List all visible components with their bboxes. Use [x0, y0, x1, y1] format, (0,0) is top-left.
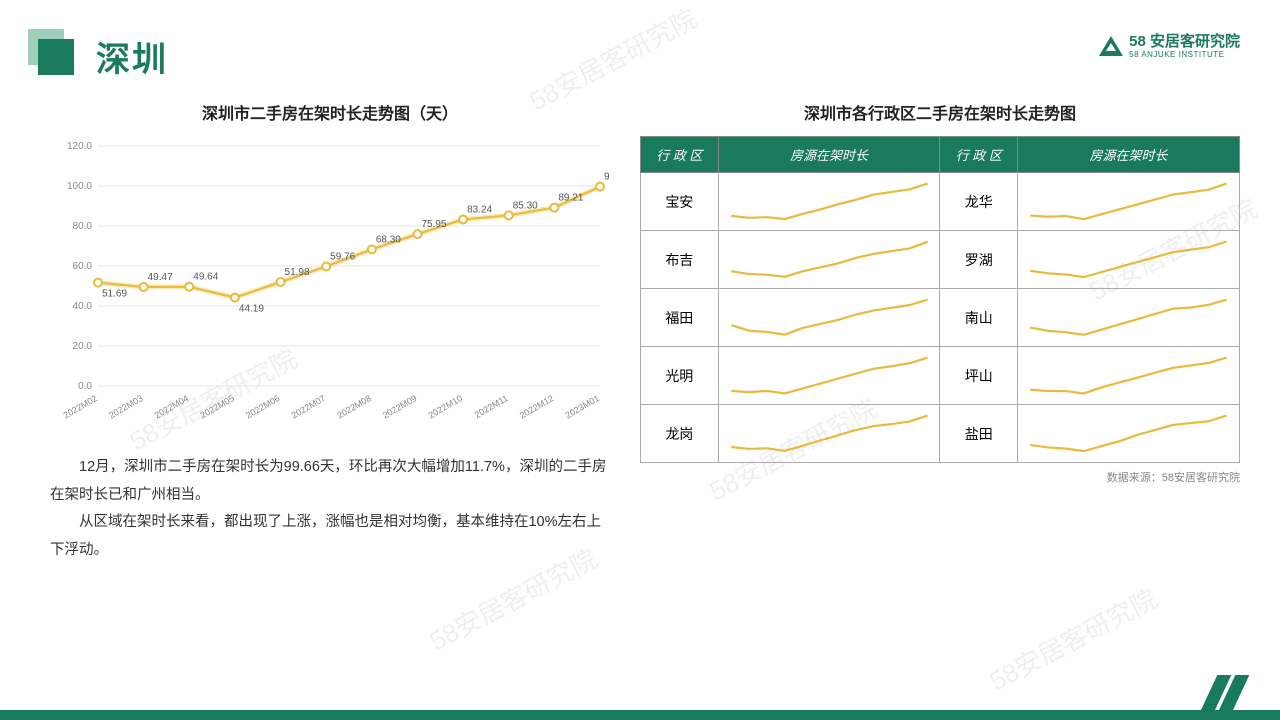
page-title-bar: 深圳: [38, 32, 168, 81]
svg-text:49.64: 49.64: [193, 272, 218, 283]
svg-text:2022M05: 2022M05: [198, 393, 236, 420]
sparkline-cell: [718, 231, 940, 289]
district-name: 光明: [641, 347, 719, 405]
line-chart: 0.0 20.0 40.0 60.0 80.0 100.0 120.0 2022M02 2022…: [50, 136, 610, 436]
footer-bar: [0, 710, 1280, 720]
district-name: 龙岗: [641, 405, 719, 463]
district-name: 龙华: [940, 173, 1018, 231]
svg-text:51.98: 51.98: [285, 267, 310, 278]
table-title: 深圳市各行政区二手房在架时长走势图: [640, 100, 1240, 124]
svg-text:20.0: 20.0: [73, 341, 93, 352]
district-name: 坪山: [940, 347, 1018, 405]
chart-title: 深圳市二手房在架时长走势图（天）: [50, 100, 610, 124]
svg-text:2022M10: 2022M10: [427, 393, 465, 420]
svg-text:60.0: 60.0: [73, 261, 93, 272]
watermark: 58安居客研究院: [982, 579, 1163, 698]
svg-text:83.24: 83.24: [467, 205, 492, 216]
svg-text:75.95: 75.95: [421, 219, 446, 230]
district-name: 盐田: [940, 405, 1018, 463]
svg-text:2022M04: 2022M04: [153, 393, 191, 420]
svg-text:89.21: 89.21: [558, 193, 583, 204]
svg-text:68.30: 68.30: [376, 234, 401, 245]
paragraph-2: 从区域在架时长来看，都出现了上涨，涨幅也是相对均衡，基本维持在10%左右上下浮动…: [50, 509, 610, 564]
table-row: 福田 南山: [641, 289, 1240, 347]
svg-text:85.30: 85.30: [513, 200, 538, 211]
sparkline-cell: [1018, 231, 1240, 289]
svg-text:2022M11: 2022M11: [473, 393, 510, 420]
page-title: 深圳: [96, 32, 168, 81]
svg-text:49.47: 49.47: [148, 272, 173, 283]
sparkline-cell: [1018, 173, 1240, 231]
logo-triangle-icon: [1099, 36, 1123, 56]
table-col-trend: 房源在架时长: [718, 137, 940, 173]
svg-text:99.66: 99.66: [604, 172, 610, 183]
table-col-trend: 房源在架时长: [1018, 137, 1240, 173]
title-square-icon: [38, 39, 74, 75]
svg-text:2023M01: 2023M01: [563, 393, 601, 420]
district-name: 罗湖: [940, 231, 1018, 289]
sparkline-cell: [718, 173, 940, 231]
svg-text:80.0: 80.0: [73, 221, 93, 232]
paragraph-1: 12月，深圳市二手房在架时长为99.66天，环比再次大幅增加11.7%，深圳的二…: [50, 454, 610, 509]
svg-text:2022M12: 2022M12: [518, 393, 556, 420]
logo-sub-text: 58 ANJUKE INSTITUTE: [1129, 50, 1240, 59]
sparkline-cell: [1018, 405, 1240, 463]
data-source: 数据来源：58安居客研究院: [640, 469, 1240, 485]
svg-text:2022M06: 2022M06: [244, 393, 282, 420]
sparkline-cell: [718, 347, 940, 405]
logo-main-text: 58 安居客研究院: [1129, 34, 1240, 50]
district-name: 宝安: [641, 173, 719, 231]
svg-text:59.76: 59.76: [330, 251, 355, 262]
district-name: 南山: [940, 289, 1018, 347]
table-row: 布吉 罗湖: [641, 231, 1240, 289]
table-row: 宝安 龙华: [641, 173, 1240, 231]
sparkline-cell: [1018, 289, 1240, 347]
svg-text:100.0: 100.0: [67, 181, 92, 192]
district-table: 行 政 区 房源在架时长 行 政 区 房源在架时长 宝安龙华布吉罗湖福田南山光明…: [640, 136, 1240, 463]
sparkline-cell: [718, 405, 940, 463]
svg-text:40.0: 40.0: [73, 301, 93, 312]
table-col-district: 行 政 区: [940, 137, 1018, 173]
district-name: 福田: [641, 289, 719, 347]
sparkline-cell: [718, 289, 940, 347]
svg-text:2022M08: 2022M08: [335, 393, 373, 420]
svg-text:51.69: 51.69: [102, 289, 127, 300]
district-name: 布吉: [641, 231, 719, 289]
table-row: 光明 坪山: [641, 347, 1240, 405]
brand-logo: 58 安居客研究院 58 ANJUKE INSTITUTE: [1099, 34, 1240, 59]
footer-slash-icon: [1204, 675, 1240, 720]
body-text: 12月，深圳市二手房在架时长为99.66天，环比再次大幅增加11.7%，深圳的二…: [50, 454, 610, 564]
table-row: 龙岗 盐田: [641, 405, 1240, 463]
sparkline-cell: [1018, 347, 1240, 405]
svg-text:2022M09: 2022M09: [381, 393, 419, 420]
svg-text:44.19: 44.19: [239, 304, 264, 315]
svg-text:2022M02: 2022M02: [61, 393, 99, 420]
svg-text:120.0: 120.0: [67, 141, 92, 152]
svg-text:0.0: 0.0: [78, 381, 92, 392]
svg-text:2022M03: 2022M03: [107, 393, 145, 420]
table-col-district: 行 政 区: [641, 137, 719, 173]
svg-text:2022M07: 2022M07: [290, 393, 328, 420]
